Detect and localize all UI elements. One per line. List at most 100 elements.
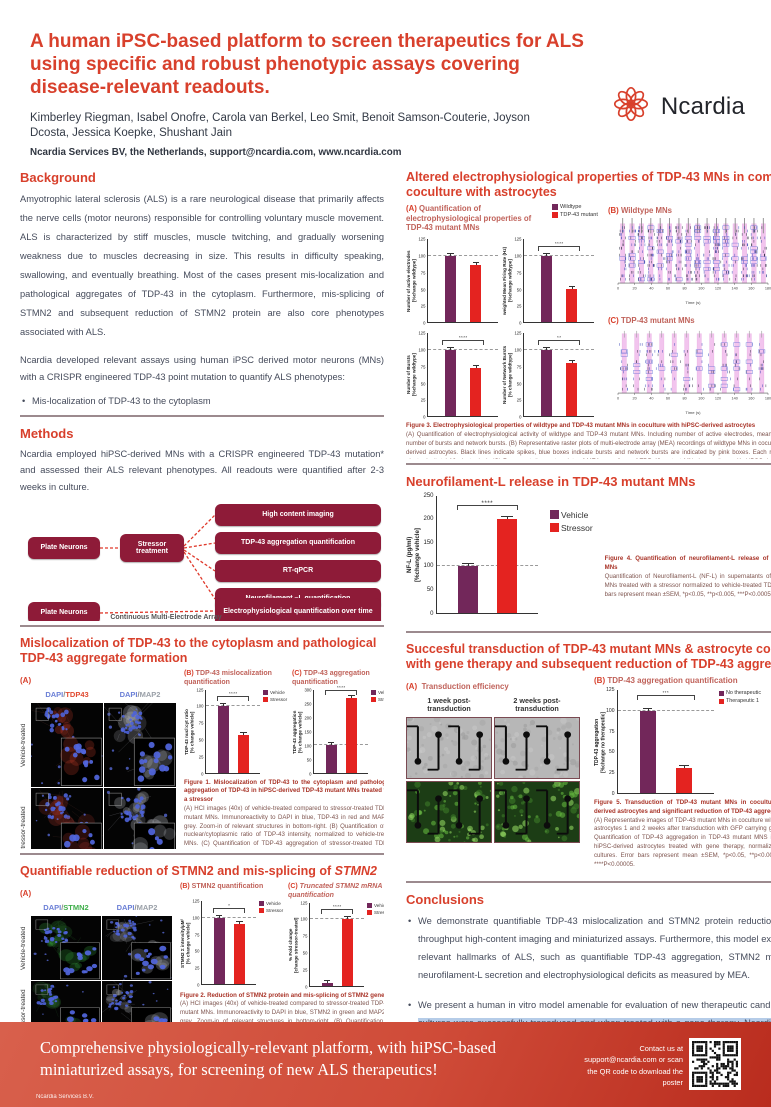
svg-text:160: 160 bbox=[748, 397, 754, 401]
svg-text:40: 40 bbox=[649, 287, 653, 291]
poster-title: A human iPSC-based platform to screen th… bbox=[30, 31, 584, 99]
svg-text:Time (s): Time (s) bbox=[685, 300, 701, 305]
figure3-panelA: (A) Quantification of electrophysiologic… bbox=[406, 204, 598, 420]
fig3-bursts-chart: Number of Bursts [%change wildtype] 0 25 50… bbox=[406, 331, 498, 420]
fig1-mislocalization-chart: TDP-43 nucl:cyt ratio [% change vehicle]… bbox=[184, 687, 260, 776]
figure3-heading: Altered electrophysiological properties … bbox=[406, 170, 771, 199]
conclusions-list: We demonstrate quantifiable TDP-43 mislo… bbox=[406, 912, 771, 1037]
divider bbox=[406, 631, 771, 633]
mea-recordings-label: Continuous Multi-Electrode Array (MEA) r… bbox=[110, 613, 222, 621]
fig3-network-bursts-chart: Number of Network Bursts [% change wildt… bbox=[502, 331, 594, 420]
figure4-caption: Figure 4. Quantification of neurofilamen… bbox=[604, 555, 771, 598]
legend-wildtype-mutant: Wildtype TDP-43 mutant bbox=[552, 204, 598, 218]
svg-text:60: 60 bbox=[666, 397, 670, 401]
background-heading: Background bbox=[20, 170, 96, 185]
svg-text:120: 120 bbox=[715, 287, 721, 291]
svg-text:180: 180 bbox=[765, 287, 771, 291]
svg-text:40: 40 bbox=[649, 397, 653, 401]
micrograph-vehicle-dapi-map2 bbox=[102, 916, 172, 980]
header-text-block: A human iPSC-based platform to screen th… bbox=[30, 30, 590, 165]
figure1-rowlabel-stressor: Stressor-treated bbox=[20, 806, 27, 849]
fig5-col1-header: 1 week post-transduction bbox=[427, 696, 471, 714]
figure4-content: NF-L (pg/ml) [%change vehicle] 0 50 100 150 2… bbox=[406, 493, 771, 617]
divider bbox=[406, 463, 771, 465]
fig3-firing-rate-chart: weighted Mean Firing Rate (Hz) [%change … bbox=[502, 237, 594, 326]
flow-box-rt-qpcr: RT-qPCR bbox=[215, 559, 381, 582]
figure2-chartgroup-c: (C) Truncated STMN2 mRNA quantification … bbox=[288, 883, 384, 989]
figure2-colhead-dapi-stmn2: DAPI/STMN2 bbox=[43, 903, 89, 912]
section-figure3: Altered electrophysiological properties … bbox=[406, 165, 771, 459]
figure5-caption: Figure 5. Transduction of TDP-43 mutant … bbox=[594, 799, 771, 868]
fig5-col2-header: 2 weeks post-transduction bbox=[513, 696, 561, 714]
figure3-content: (A) Quantification of electrophysiologic… bbox=[406, 204, 771, 420]
svg-text:140: 140 bbox=[731, 397, 737, 401]
section-figure5: Succesful transduction of TDP-43 mutant … bbox=[406, 637, 771, 877]
section-conclusions: Conclusions We demonstrate quantifiable … bbox=[406, 887, 771, 1037]
divider bbox=[20, 625, 384, 627]
background-paragraph-2: Ncardia developed relevant assays using … bbox=[20, 354, 384, 382]
flow-box-stressor-treatment: Stressor treatment bbox=[120, 533, 184, 562]
figure1-content: (A) DAPI/TDP43 DAPI/MAP2 Vehicle-treated… bbox=[20, 670, 384, 849]
figure1-panelA: (A) DAPI/TDP43 DAPI/MAP2 Vehicle-treated… bbox=[20, 670, 176, 849]
flow-box-plate-neurons-2: Plate Neurons bbox=[28, 601, 100, 621]
micrograph-vehicle-dapi-map2 bbox=[104, 703, 176, 787]
mea-gfp-week1 bbox=[406, 781, 492, 843]
figure5-heading: Succesful transduction of TDP-43 mutant … bbox=[406, 642, 771, 671]
svg-text:80: 80 bbox=[682, 287, 686, 291]
figure5-content: (A) Transduction efficiency 1 week post-… bbox=[406, 676, 771, 870]
background-bullet-list: Mis-localization of TDP-43 to the cytopl… bbox=[20, 393, 384, 411]
figure1-chartgroup-b: (B) TDP-43 mislocalization quantificatio… bbox=[184, 670, 288, 776]
fig2-mrna-chart: % Fold change [change stressor-treated] 0… bbox=[288, 900, 364, 989]
flow-box-tdp43-aggregation: TDP-43 aggregation quantification bbox=[215, 531, 381, 554]
section-methods: Methods Ncardia employed hiPSC-derived M… bbox=[20, 421, 384, 621]
figure3-rasters: (B) Wildtype MNs 0 20 40 60 80 100 120 140 160 18… bbox=[607, 204, 771, 417]
figure2-panelA: (A) DAPI/STMN2 DAPI/MAP2 Vehicle-treated… bbox=[20, 883, 172, 1034]
left-column: Background Amyotrophic lateral sclerosis… bbox=[20, 165, 394, 1037]
footer-company: Ncardia Services B.V. bbox=[36, 1094, 94, 1100]
svg-text:20: 20 bbox=[632, 287, 636, 291]
section-figure4: Neurofilament-L release in TDP-43 mutant… bbox=[406, 469, 771, 627]
figure1-charts-and-caption: (B) TDP-43 mislocalization quantificatio… bbox=[184, 670, 384, 849]
svg-text:80: 80 bbox=[682, 397, 686, 401]
legend-therapeutic: No therapeutic Therapeutic 1 bbox=[719, 690, 761, 794]
methods-flow-diagram: Plate Neurons Stressor treatment High co… bbox=[20, 502, 384, 621]
figure1-rowlabel-vehicle: Vehicle-treated bbox=[20, 723, 27, 767]
figure1-heading: Mislocalization of TDP-43 to the cytopla… bbox=[20, 636, 377, 665]
svg-text:20: 20 bbox=[632, 397, 636, 401]
affiliation[interactable]: Ncardia Services BV, the Netherlands, su… bbox=[30, 146, 402, 158]
panel-a-label: (A) bbox=[20, 676, 32, 685]
figure2-charts-and-caption: (B) STMN2 quantification STMN2 Σ intensi… bbox=[180, 883, 384, 1034]
section-figure2: Quantifiable reduction of STMN2 and mis-… bbox=[20, 859, 384, 1034]
figure1-chartgroup-c: (C) TDP-43 aggregation quantification TD… bbox=[292, 670, 384, 776]
svg-text:0: 0 bbox=[617, 397, 619, 401]
conclusions-heading: Conclusions bbox=[406, 892, 485, 907]
micrograph-stressor-dapi-tdp43 bbox=[31, 788, 103, 849]
figure2-content: (A) DAPI/STMN2 DAPI/MAP2 Vehicle-treated… bbox=[20, 883, 384, 1034]
fig2-stmn2-chart: STMN2 Σ intensity/µM² [% change vehicle]… bbox=[180, 899, 256, 988]
micrograph-vehicle-dapi-tdp43 bbox=[31, 703, 103, 787]
svg-text:120: 120 bbox=[715, 397, 721, 401]
figure1-colhead-dapi-map2: DAPI/MAP2 bbox=[119, 690, 161, 699]
ncardia-flower-icon bbox=[608, 81, 654, 132]
flow-connectors bbox=[99, 514, 216, 614]
list-item: Aggregation of TDP-43 bbox=[20, 410, 384, 411]
svg-text:60: 60 bbox=[666, 287, 670, 291]
figure1-colhead-dapi-tdp43: DAPI/TDP43 bbox=[45, 690, 89, 699]
divider bbox=[20, 853, 384, 855]
list-item: Mis-localization of TDP-43 to the cytopl… bbox=[20, 393, 384, 410]
divider bbox=[20, 415, 384, 417]
figure5-panelA: (A) Transduction efficiency 1 week post-… bbox=[406, 676, 580, 870]
svg-text:140: 140 bbox=[731, 287, 737, 291]
panel-a-label: (A) bbox=[20, 889, 32, 898]
authors: Kimberley Riegman, Isabel Onofre, Carola… bbox=[30, 111, 530, 140]
flow-box-plate-neurons-1: Plate Neurons bbox=[28, 536, 100, 559]
figure2-heading: Quantifiable reduction of STMN2 and mis-… bbox=[20, 864, 377, 878]
svg-text:180: 180 bbox=[765, 397, 771, 401]
footer-contact[interactable]: Contact us at support@ncardia.com or sca… bbox=[584, 1044, 683, 1088]
fig5-aggregation-chart: TDP-43 aggregation [%change no therapeut… bbox=[594, 687, 714, 797]
